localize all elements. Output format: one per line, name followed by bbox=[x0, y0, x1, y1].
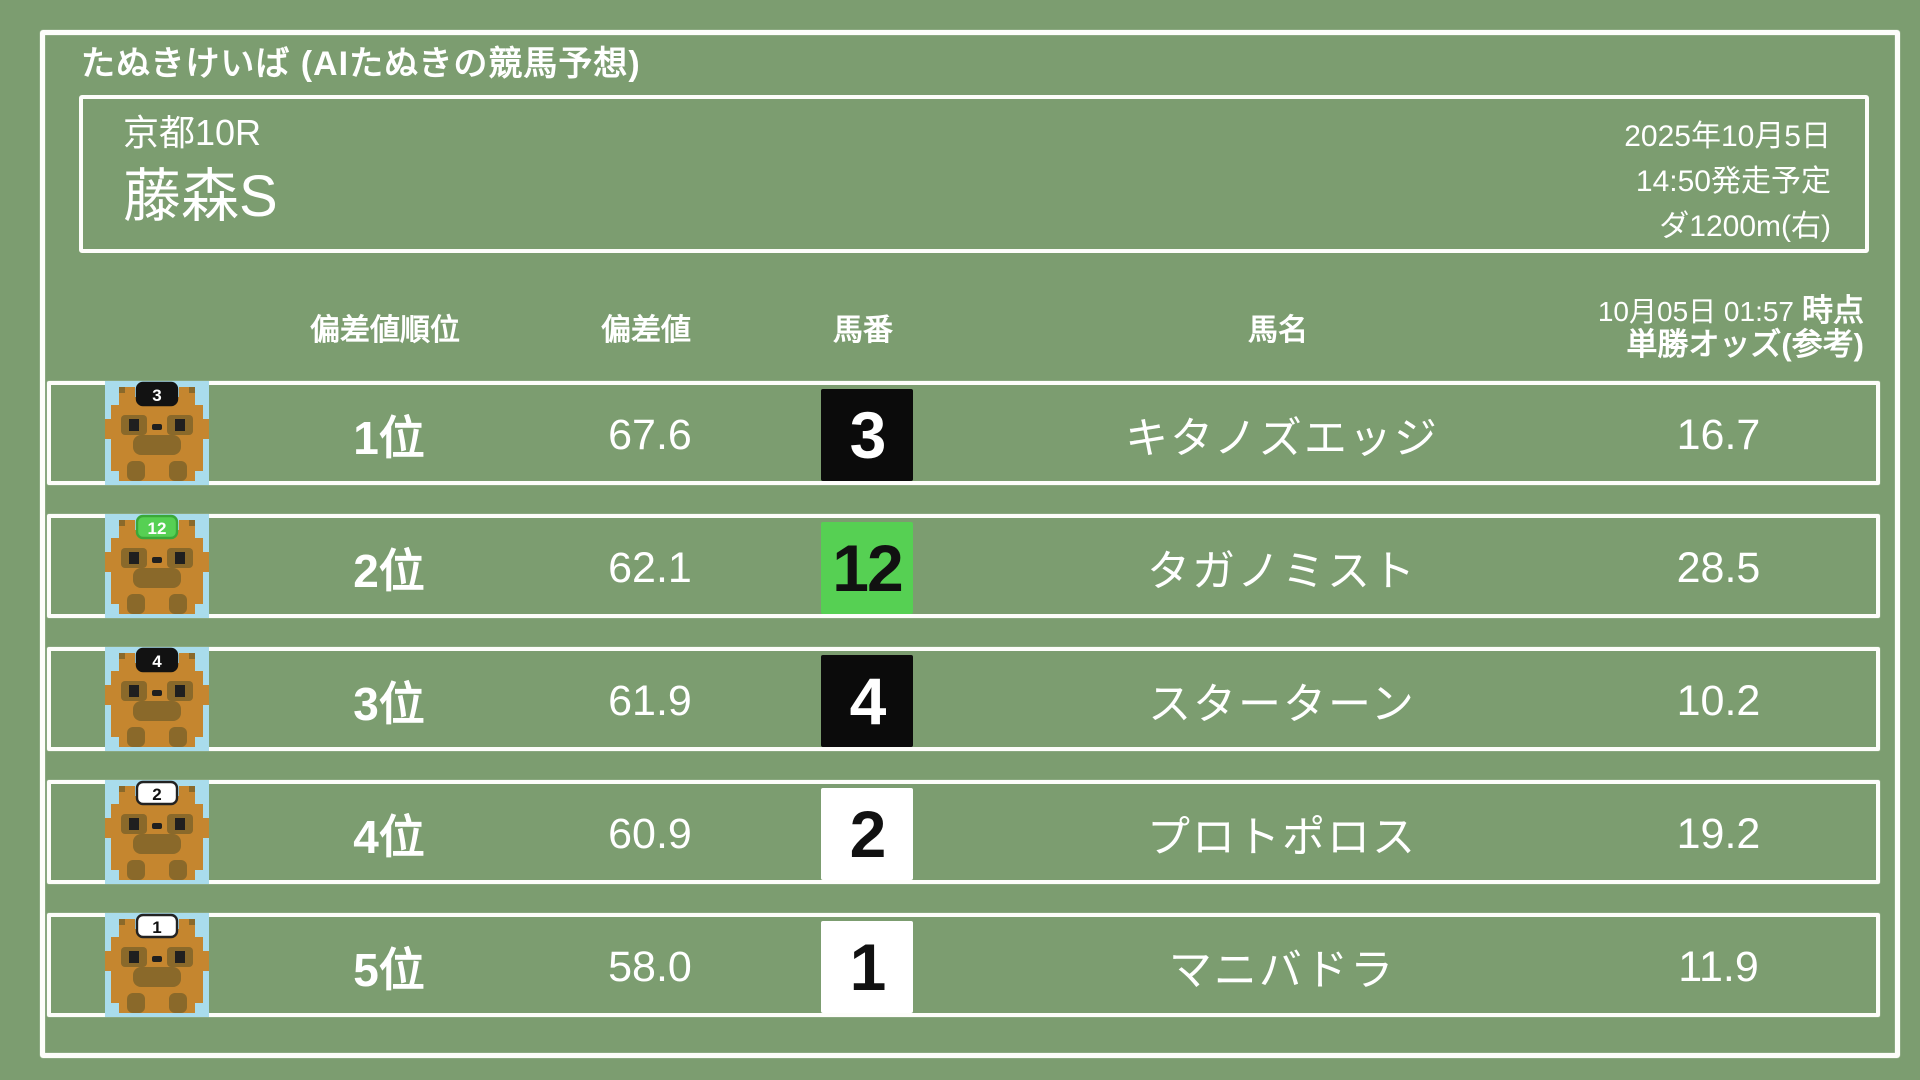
horse-row-1: 3 1位 67.6 3 キタノズエッジ 16.7 bbox=[47, 381, 1880, 485]
odds-cell: 28.5 bbox=[1676, 543, 1761, 592]
tanuki-icon: 12 bbox=[105, 514, 209, 618]
race-start-time: 14:50発走予定 bbox=[1635, 165, 1831, 198]
horse-row-5: 1 5位 58.0 1 マニバドラ 11.9 bbox=[47, 913, 1880, 1017]
deviation-cell: 62.1 bbox=[608, 543, 692, 592]
odds-timestamp: 10月05日 01:57 bbox=[1597, 295, 1794, 327]
odds-label: 単勝オッズ(参考) bbox=[1626, 326, 1864, 362]
deviation-cell: 60.9 bbox=[608, 809, 692, 858]
tanuki-icon: 2 bbox=[105, 780, 209, 884]
cap bbox=[135, 514, 179, 540]
cap bbox=[135, 381, 179, 407]
deviation-cell: 58.0 bbox=[608, 942, 692, 991]
prediction-rows: 3 1位 67.6 3 キタノズエッジ 16.7 12 2位 62.1 bbox=[47, 381, 1880, 1017]
number-cell: 12 bbox=[731, 522, 1003, 614]
race-date: 2025年10月5日 bbox=[1624, 120, 1831, 153]
horse-name-cell: マニバドラ bbox=[1168, 947, 1396, 995]
rank-cell: 3位 bbox=[353, 678, 425, 730]
race-info-left: 京都10R 藤森S bbox=[123, 109, 278, 239]
number-cell: 1 bbox=[731, 921, 1003, 1013]
number-cell: 4 bbox=[731, 655, 1003, 747]
main-frame: たぬきけいば (AIたぬきの競馬予想) 京都10R 藤森S 2025年10月5日… bbox=[40, 30, 1900, 1058]
cap-number: 1 bbox=[152, 918, 161, 937]
header-number: 馬番 bbox=[833, 314, 893, 347]
header-deviation: 偏差値 bbox=[601, 314, 691, 347]
odds-cell: 10.2 bbox=[1676, 676, 1761, 725]
horse-number-badge: 1 bbox=[821, 921, 913, 1013]
tanuki-icon: 3 bbox=[105, 381, 209, 485]
race-info-right: 2025年10月5日 14:50発走予定 ダ1200m(右) bbox=[1624, 109, 1831, 243]
number-cell: 2 bbox=[731, 788, 1003, 880]
deviation-cell: 67.6 bbox=[608, 410, 692, 459]
horse-number-badge: 3 bbox=[821, 389, 913, 481]
cap bbox=[135, 913, 179, 939]
horse-number-badge: 4 bbox=[821, 655, 913, 747]
race-course: 京都10R bbox=[123, 112, 262, 153]
tanuki-icon: 1 bbox=[105, 913, 209, 1017]
horse-name-cell: プロトポロス bbox=[1147, 814, 1417, 862]
tanuki-avatar: 3 bbox=[105, 381, 209, 485]
odds-cell: 16.7 bbox=[1676, 410, 1761, 459]
rank-cell: 2位 bbox=[353, 545, 425, 597]
race-track: ダ1200m(右) bbox=[1659, 210, 1831, 243]
cap bbox=[135, 780, 179, 806]
tanuki-avatar: 12 bbox=[105, 514, 209, 618]
horse-name-cell: スターターン bbox=[1148, 681, 1416, 729]
cap-number: 4 bbox=[152, 652, 162, 671]
rank-cell: 1位 bbox=[353, 412, 425, 464]
header-rank: 偏差値順位 bbox=[310, 314, 460, 347]
cap bbox=[135, 647, 179, 673]
rank-cell: 4位 bbox=[353, 811, 425, 863]
app-title: たぬきけいば (AIたぬきの競馬予想) bbox=[81, 45, 641, 83]
cap-number: 3 bbox=[152, 386, 161, 405]
tanuki-avatar: 1 bbox=[105, 913, 209, 1017]
table-header: 偏差値順位 偏差値 馬番 馬名 10月05日 01:57 時点 単勝オッズ(参考) bbox=[47, 253, 1880, 381]
horse-row-3: 4 3位 61.9 4 スターターン 10.2 bbox=[47, 647, 1880, 751]
horse-number-badge: 2 bbox=[821, 788, 913, 880]
horse-row-2: 12 2位 62.1 12 タガノミスト 28.5 bbox=[47, 514, 1880, 618]
odds-cell: 11.9 bbox=[1678, 942, 1759, 991]
odds-cell: 19.2 bbox=[1676, 809, 1761, 858]
cap-number: 2 bbox=[152, 785, 161, 804]
horse-name-cell: キタノズエッジ bbox=[1125, 415, 1439, 463]
race-name: 藤森S bbox=[123, 164, 278, 229]
deviation-cell: 61.9 bbox=[608, 676, 692, 725]
horse-name-cell: タガノミスト bbox=[1147, 548, 1417, 596]
odds-timestamp-suffix: 時点 bbox=[1802, 292, 1864, 328]
tanuki-avatar: 2 bbox=[105, 780, 209, 884]
cap-number: 12 bbox=[148, 519, 167, 538]
tanuki-icon: 4 bbox=[105, 647, 209, 751]
tanuki-avatar: 4 bbox=[105, 647, 209, 751]
odds-timestamp-line: 10月05日 01:57 時点 bbox=[1557, 294, 1864, 328]
horse-row-4: 2 4位 60.9 2 プロトポロス 19.2 bbox=[47, 780, 1880, 884]
header-odds: 10月05日 01:57 時点 単勝オッズ(参考) bbox=[1557, 294, 1880, 361]
number-cell: 3 bbox=[731, 389, 1003, 481]
header-name: 馬名 bbox=[1248, 314, 1308, 347]
rank-cell: 5位 bbox=[353, 944, 425, 996]
race-info-box: 京都10R 藤森S 2025年10月5日 14:50発走予定 ダ1200m(右) bbox=[79, 95, 1869, 253]
horse-number-badge: 12 bbox=[821, 522, 913, 614]
